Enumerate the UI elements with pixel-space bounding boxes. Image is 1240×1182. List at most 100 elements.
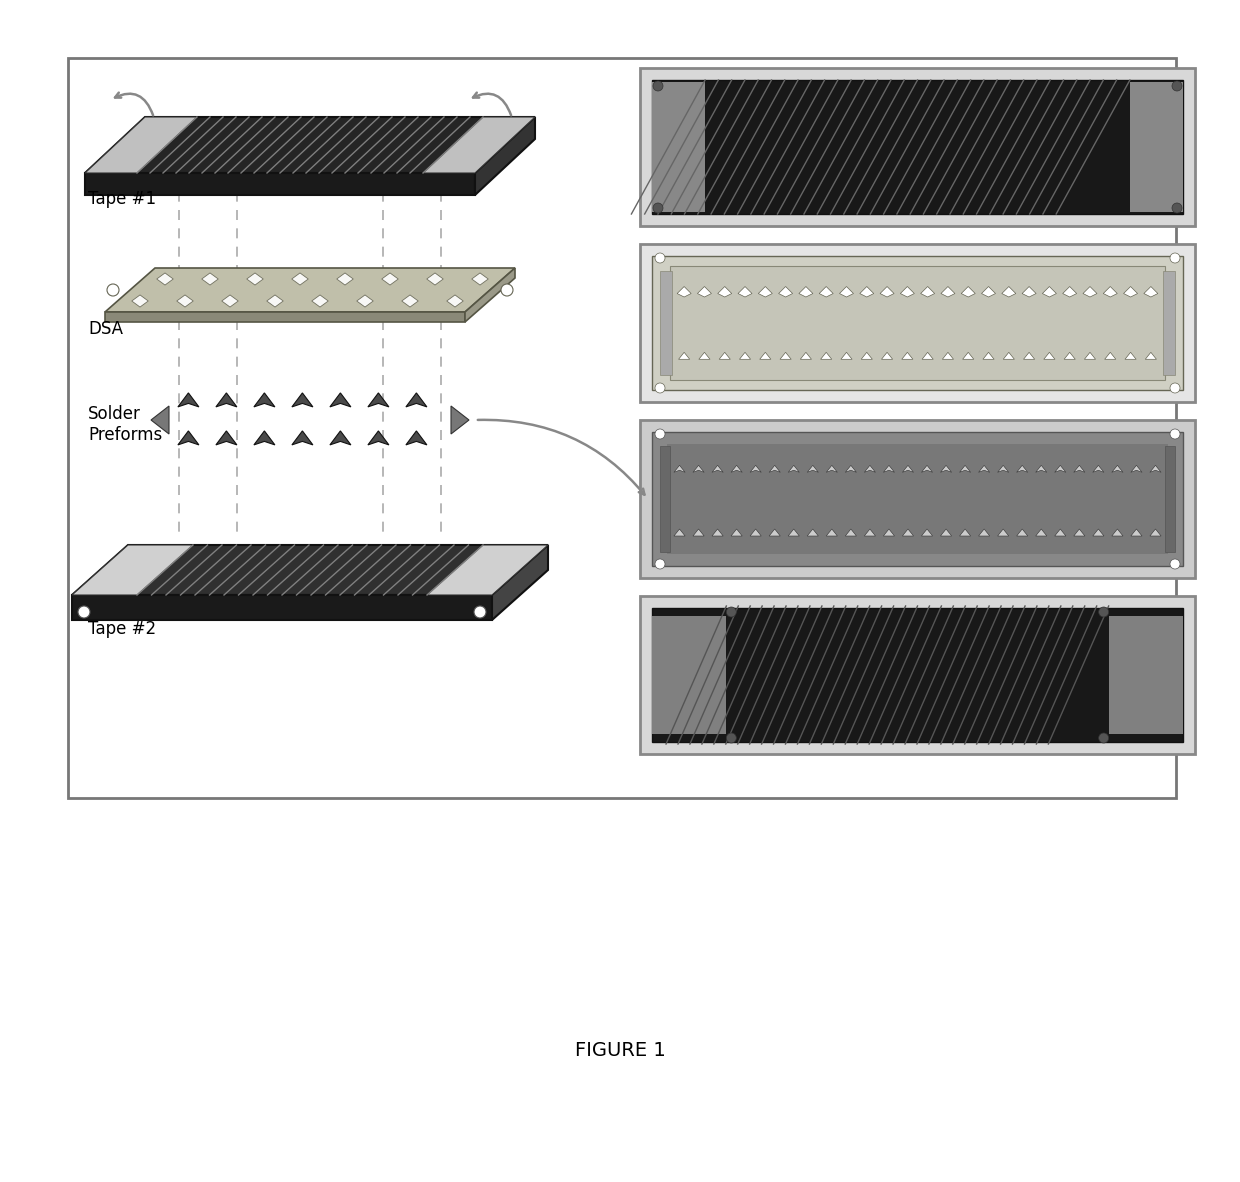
Polygon shape <box>841 352 852 359</box>
Text: Tape #2: Tape #2 <box>88 621 156 638</box>
Polygon shape <box>789 530 800 535</box>
Polygon shape <box>846 466 857 473</box>
Polygon shape <box>960 530 971 535</box>
Polygon shape <box>222 296 238 307</box>
Polygon shape <box>1074 530 1085 535</box>
Polygon shape <box>446 296 464 307</box>
Polygon shape <box>920 286 935 297</box>
Polygon shape <box>177 296 193 307</box>
Circle shape <box>1171 559 1180 569</box>
Polygon shape <box>921 530 932 535</box>
Polygon shape <box>712 466 723 473</box>
Polygon shape <box>1083 286 1097 297</box>
Polygon shape <box>1084 352 1096 359</box>
Polygon shape <box>864 530 875 535</box>
Polygon shape <box>978 466 990 473</box>
Polygon shape <box>1149 466 1161 473</box>
Polygon shape <box>693 530 704 535</box>
Polygon shape <box>739 352 750 359</box>
Polygon shape <box>978 530 990 535</box>
Polygon shape <box>492 545 548 621</box>
Text: FIGURE 1: FIGURE 1 <box>574 1040 666 1059</box>
Bar <box>1109 616 1183 734</box>
Circle shape <box>1172 203 1182 213</box>
Polygon shape <box>961 286 975 297</box>
Circle shape <box>474 606 486 618</box>
Polygon shape <box>699 352 711 359</box>
Bar <box>1163 271 1176 375</box>
Polygon shape <box>799 286 813 297</box>
Bar <box>640 243 1195 402</box>
Polygon shape <box>861 352 873 359</box>
Polygon shape <box>1055 466 1066 473</box>
Polygon shape <box>697 286 712 297</box>
Polygon shape <box>864 466 875 473</box>
Polygon shape <box>883 466 894 473</box>
Polygon shape <box>732 530 743 535</box>
Polygon shape <box>1003 352 1014 359</box>
Polygon shape <box>982 286 996 297</box>
Polygon shape <box>402 296 418 307</box>
Polygon shape <box>105 312 465 322</box>
Polygon shape <box>405 431 427 444</box>
Polygon shape <box>673 466 686 473</box>
Circle shape <box>655 429 665 439</box>
Polygon shape <box>86 117 197 173</box>
Polygon shape <box>337 273 353 285</box>
Polygon shape <box>903 466 914 473</box>
Polygon shape <box>839 286 853 297</box>
Polygon shape <box>423 117 534 173</box>
Polygon shape <box>1063 286 1076 297</box>
Polygon shape <box>177 392 198 407</box>
Polygon shape <box>405 392 427 407</box>
Polygon shape <box>1035 530 1047 535</box>
Polygon shape <box>465 268 515 322</box>
Polygon shape <box>901 352 913 359</box>
Bar <box>667 444 1168 554</box>
Bar <box>652 431 1183 566</box>
Polygon shape <box>826 530 837 535</box>
Bar <box>68 58 1176 798</box>
Polygon shape <box>693 466 704 473</box>
Circle shape <box>655 559 665 569</box>
Polygon shape <box>779 286 792 297</box>
Polygon shape <box>921 466 932 473</box>
Polygon shape <box>357 296 373 307</box>
Circle shape <box>107 284 119 296</box>
Polygon shape <box>72 545 548 595</box>
Polygon shape <box>1104 286 1117 297</box>
Polygon shape <box>997 530 1009 535</box>
Circle shape <box>1099 733 1109 743</box>
Polygon shape <box>1092 466 1104 473</box>
Polygon shape <box>769 530 780 535</box>
Polygon shape <box>368 392 389 407</box>
Bar <box>652 80 1183 214</box>
Polygon shape <box>1074 466 1085 473</box>
Circle shape <box>655 383 665 392</box>
Polygon shape <box>330 431 351 444</box>
Bar <box>640 69 1195 226</box>
Circle shape <box>653 203 663 213</box>
Polygon shape <box>382 273 398 285</box>
Polygon shape <box>311 296 329 307</box>
Bar <box>652 82 706 212</box>
Polygon shape <box>1044 352 1055 359</box>
Polygon shape <box>151 405 169 434</box>
Polygon shape <box>177 431 198 444</box>
Polygon shape <box>820 286 833 297</box>
Polygon shape <box>960 466 971 473</box>
Polygon shape <box>451 405 469 434</box>
Bar <box>652 256 1183 390</box>
Polygon shape <box>821 352 832 359</box>
Polygon shape <box>880 286 894 297</box>
Circle shape <box>653 82 663 91</box>
Polygon shape <box>983 352 994 359</box>
Text: Solder
Preforms: Solder Preforms <box>88 405 162 443</box>
Polygon shape <box>941 286 955 297</box>
Polygon shape <box>1035 466 1047 473</box>
Bar <box>640 596 1195 754</box>
Polygon shape <box>962 352 973 359</box>
Polygon shape <box>760 352 771 359</box>
Polygon shape <box>1149 530 1161 535</box>
Polygon shape <box>1143 286 1158 297</box>
